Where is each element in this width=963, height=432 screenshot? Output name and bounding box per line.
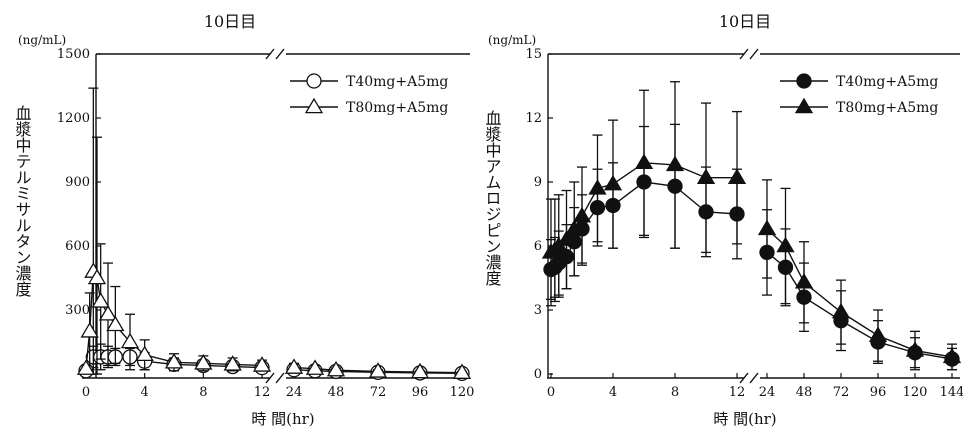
series-1 xyxy=(78,343,470,382)
data-point xyxy=(410,362,430,379)
data-point xyxy=(164,352,184,369)
data-point xyxy=(326,360,346,377)
data-point xyxy=(757,219,777,236)
legend-marker xyxy=(306,73,322,89)
data-point xyxy=(696,168,716,184)
x-tick-label: 24 xyxy=(286,385,303,400)
data-point xyxy=(106,315,125,332)
right-y-axis-label: 血漿中アムロジピン濃度 xyxy=(483,110,502,286)
x-tick-label: 96 xyxy=(412,385,429,400)
data-point xyxy=(868,326,888,342)
legend-label: T40mg+A5mg xyxy=(836,74,938,90)
data-point xyxy=(588,179,607,195)
series-2 xyxy=(541,81,962,371)
x-tick-label: 12 xyxy=(729,385,746,400)
y-tick-label: 300 xyxy=(65,303,90,318)
right-unit-label: (ng/mL) xyxy=(488,33,536,47)
axis-break-mark xyxy=(749,48,759,60)
right-chart: 10日目 (ng/mL) 時 間(hr) 血漿中アムロジピン濃度 xyxy=(483,12,777,428)
axis-break-mark xyxy=(739,372,749,384)
x-tick-label: 8 xyxy=(199,385,207,400)
data-point xyxy=(634,153,654,170)
data-point xyxy=(776,236,795,253)
x-tick-label: 0 xyxy=(82,385,90,400)
x-tick-label: 0 xyxy=(547,385,555,400)
y-tick-label: 6 xyxy=(534,239,542,254)
y-tick-label: 9 xyxy=(534,175,542,190)
y-tick-label: 1500 xyxy=(57,47,90,62)
axis-break-mark xyxy=(739,48,749,60)
data-point xyxy=(194,354,213,370)
data-point xyxy=(557,230,576,246)
x-tick-label: 72 xyxy=(370,385,387,400)
data-point xyxy=(942,347,962,364)
x-tick-label: 72 xyxy=(833,385,850,400)
data-point xyxy=(305,359,325,375)
y-tick-label: 15 xyxy=(525,47,542,62)
data-point xyxy=(284,358,304,374)
legend-marker xyxy=(794,97,814,114)
legend-marker xyxy=(304,97,324,114)
left-chart: 10日目 (ng/mL) 時 間(hr) 血漿中テルミサルタン濃度 xyxy=(13,12,315,428)
legend-label: T80mg+A5mg xyxy=(836,100,938,116)
y-tick-label: 900 xyxy=(65,175,90,190)
x-tick-label: 144 xyxy=(940,385,963,400)
legend-label: T80mg+A5mg xyxy=(346,100,448,116)
x-tick-label: 120 xyxy=(903,385,928,400)
series-line xyxy=(766,251,953,360)
legend-marker xyxy=(796,73,812,89)
legend-label: T40mg+A5mg xyxy=(346,74,448,90)
x-tick-label: 120 xyxy=(450,385,475,400)
data-point xyxy=(665,155,685,172)
data-point xyxy=(76,359,96,375)
x-tick-label: 48 xyxy=(328,385,345,400)
data-point xyxy=(223,355,242,371)
series-2 xyxy=(76,87,472,379)
y-tick-label: 600 xyxy=(65,239,90,254)
data-point xyxy=(87,268,107,285)
data-point xyxy=(120,332,140,349)
y-tick-label: 12 xyxy=(525,111,542,126)
y-tick-label: 3 xyxy=(534,303,542,318)
data-point xyxy=(905,341,925,357)
data-point xyxy=(98,304,118,321)
data-point xyxy=(135,345,154,362)
x-tick-label: 4 xyxy=(609,385,617,400)
series-1 xyxy=(543,123,960,371)
data-point xyxy=(572,206,592,223)
data-point xyxy=(603,174,623,191)
series-line xyxy=(766,228,953,358)
axis-break-mark xyxy=(275,48,285,60)
y-tick-label: 0 xyxy=(534,367,542,382)
axis-break-mark xyxy=(275,372,285,384)
x-tick-label: 48 xyxy=(796,385,813,400)
x-tick-label: 4 xyxy=(141,385,149,400)
axis-break-mark xyxy=(265,372,275,384)
x-tick-label: 24 xyxy=(759,385,776,400)
data-point xyxy=(252,356,272,372)
data-point xyxy=(368,362,388,378)
left-y-axis-label: 血漿中テルミサルタン濃度 xyxy=(13,105,32,297)
data-point xyxy=(452,363,472,379)
right-chart-title: 10日目 xyxy=(719,12,771,31)
data-point xyxy=(727,168,747,184)
right-x-axis-label: 時 間(hr) xyxy=(713,410,776,428)
data-point xyxy=(831,302,851,319)
left-chart-title: 10日目 xyxy=(204,12,256,31)
data-point xyxy=(565,219,584,236)
data-point xyxy=(80,322,99,338)
left-plot-area: 0300600900120015000481224487296120T40mg+… xyxy=(57,47,475,400)
data-point xyxy=(794,272,814,289)
y-tick-label: 1200 xyxy=(57,111,90,126)
axis-break-mark xyxy=(265,48,275,60)
left-unit-label: (ng/mL) xyxy=(18,33,66,47)
x-tick-label: 96 xyxy=(870,385,887,400)
x-tick-label: 8 xyxy=(671,385,679,400)
axis-break-mark xyxy=(749,372,759,384)
data-point xyxy=(91,292,110,308)
left-x-axis-label: 時 間(hr) xyxy=(251,410,314,428)
x-tick-label: 12 xyxy=(254,385,271,400)
